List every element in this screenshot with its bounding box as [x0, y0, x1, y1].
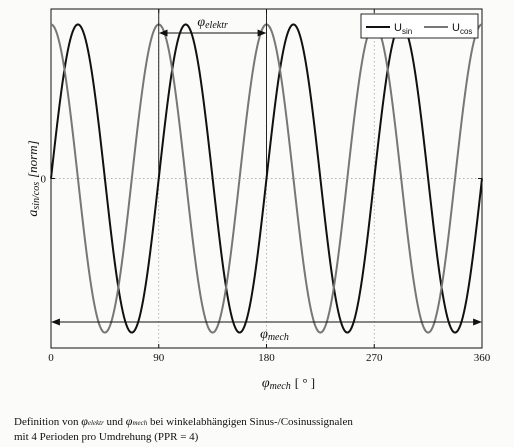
- caption-und: und: [106, 416, 124, 428]
- caption-mech-subscript: mech: [132, 419, 148, 427]
- elektr-annotation-label: φelektr: [197, 15, 228, 31]
- x-axis-label-subscript: mech: [270, 381, 291, 392]
- elektr-label-symbol: φ: [197, 15, 205, 30]
- x-tick-label-270: 270: [366, 352, 383, 364]
- mech-annotation-label: φmech: [260, 327, 289, 343]
- legend-subscript-cos: cos: [460, 27, 472, 36]
- caption-line-2: mit 4 Perioden pro Umdrehung (PPR = 4): [14, 431, 199, 443]
- caption-phi-symbol-2: φ: [125, 414, 133, 428]
- legend-label-cos: Ucos: [452, 22, 472, 36]
- legend-name-cos: U: [452, 22, 460, 34]
- legend-label-sin: Usin: [394, 22, 412, 36]
- y-axis-label-subscript: sin/cos: [31, 182, 42, 210]
- figure-caption: Definition von φelektr und φmech bei win…: [14, 414, 504, 444]
- legend-name-sin: U: [394, 22, 402, 34]
- caption-prefix: Definition von: [14, 416, 79, 428]
- mech-label-symbol: φ: [260, 327, 268, 342]
- elektr-label-subscript: elektr: [205, 20, 228, 31]
- legend: Usin Ucos: [360, 13, 479, 39]
- mech-label-subscript: mech: [268, 332, 289, 343]
- legend-subscript-sin: sin: [402, 27, 412, 36]
- x-axis-label: φmech [ ° ]: [262, 375, 315, 392]
- y-axis-label-symbol: a: [26, 210, 41, 217]
- caption-suffix: bei winkelabhängigen Sinus-/Cosinussigna…: [149, 416, 353, 428]
- x-tick-label-180: 180: [258, 352, 275, 364]
- caption-phi-symbol: φ: [81, 414, 88, 428]
- caption-line-1: Definition von φelektr und φmech bei win…: [14, 414, 504, 430]
- y-tick-label-0: 0: [41, 174, 47, 186]
- x-tick-label-90: 90: [153, 352, 165, 364]
- x-tick-label-360: 360: [474, 352, 491, 364]
- y-axis-label-unit: [norm]: [25, 140, 40, 178]
- y-axis-label: asin/cos [norm]: [25, 140, 42, 216]
- x-axis-label-unit: [ ° ]: [295, 375, 315, 390]
- x-axis-label-symbol: φ: [262, 376, 270, 391]
- caption-elektr-subscript: elektr: [87, 419, 104, 427]
- x-tick-label-0: 0: [48, 352, 54, 364]
